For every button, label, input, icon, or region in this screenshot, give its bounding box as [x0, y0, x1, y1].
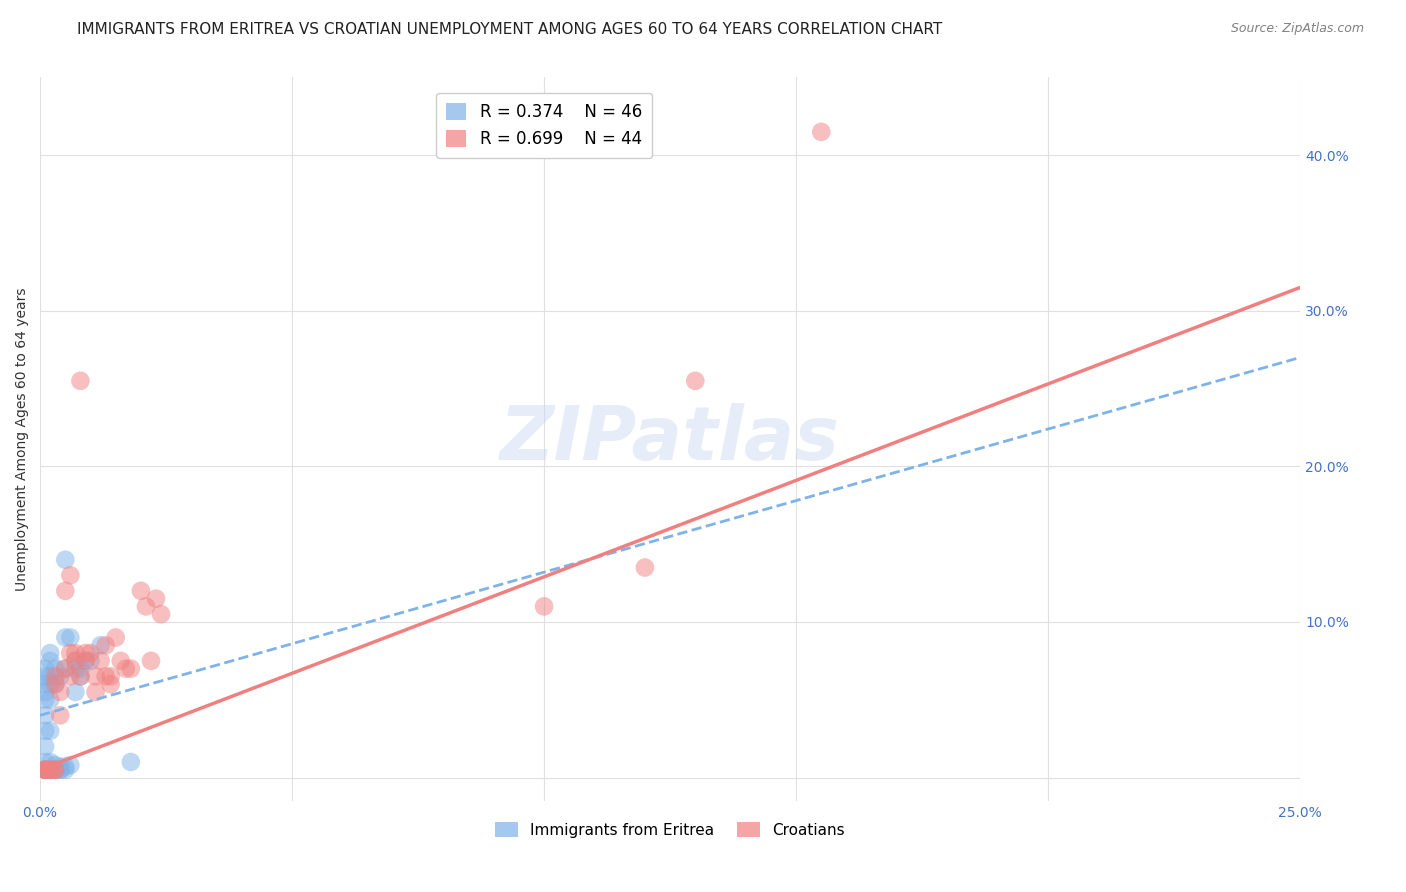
Point [69, 669, 91, 683]
Point [34, 708, 56, 723]
Point [100, 677, 122, 691]
Point [34, 677, 56, 691]
Point [145, 591, 167, 606]
Point [34, 763, 56, 777]
Point [49, 759, 72, 773]
Point [75, 654, 97, 668]
Point [94, 669, 117, 683]
Point [39, 646, 62, 660]
Point [110, 654, 132, 668]
Point [100, 669, 122, 683]
Point [53, 763, 76, 777]
Point [114, 662, 136, 676]
Point [533, 599, 555, 614]
Point [34, 763, 56, 777]
Point [34, 662, 56, 676]
Point [44, 758, 66, 772]
Point [49, 763, 72, 777]
Point [65, 685, 87, 699]
Point [34, 685, 56, 699]
Point [44, 669, 66, 683]
Point [34, 755, 56, 769]
Point [44, 763, 66, 777]
Point [104, 631, 127, 645]
Point [39, 654, 62, 668]
Point [39, 677, 62, 691]
Point [59, 646, 82, 660]
Point [39, 763, 62, 777]
Point [39, 692, 62, 706]
Point [49, 669, 72, 683]
Legend: Immigrants from Eritrea, Croatians: Immigrants from Eritrea, Croatians [489, 815, 851, 844]
Point [39, 763, 62, 777]
Point [44, 763, 66, 777]
Point [120, 662, 142, 676]
Point [49, 763, 72, 777]
Point [139, 654, 162, 668]
Point [49, 708, 72, 723]
Point [59, 631, 82, 645]
Point [53, 553, 76, 567]
Point [685, 374, 707, 388]
Point [65, 662, 87, 676]
Point [44, 763, 66, 777]
Point [53, 759, 76, 773]
Point [34, 763, 56, 777]
Point [44, 662, 66, 676]
Point [53, 583, 76, 598]
Text: Source: ZipAtlas.com: Source: ZipAtlas.com [1230, 22, 1364, 36]
Point [53, 662, 76, 676]
Point [65, 646, 87, 660]
Point [44, 677, 66, 691]
Point [65, 654, 87, 668]
Point [79, 654, 101, 668]
Point [39, 723, 62, 738]
Point [79, 646, 101, 660]
Point [39, 763, 62, 777]
Point [53, 662, 76, 676]
Point [34, 763, 56, 777]
Point [84, 669, 107, 683]
Point [34, 723, 56, 738]
Point [39, 755, 62, 769]
Point [34, 669, 56, 683]
Point [90, 654, 112, 668]
Point [69, 662, 91, 676]
Point [34, 763, 56, 777]
Point [53, 631, 76, 645]
Point [129, 583, 152, 598]
Point [59, 758, 82, 772]
Point [84, 685, 107, 699]
Y-axis label: Unemployment Among Ages 60 to 64 years: Unemployment Among Ages 60 to 64 years [15, 287, 30, 591]
Point [34, 763, 56, 777]
Point [75, 646, 97, 660]
Point [59, 669, 82, 683]
Point [69, 374, 91, 388]
Point [75, 654, 97, 668]
Point [65, 654, 87, 668]
Point [44, 763, 66, 777]
Point [39, 669, 62, 683]
Point [634, 560, 657, 574]
Text: ZIPatlas: ZIPatlas [501, 402, 841, 475]
Point [49, 685, 72, 699]
Point [120, 755, 142, 769]
Point [34, 692, 56, 706]
Point [69, 669, 91, 683]
Point [150, 607, 173, 622]
Point [90, 638, 112, 652]
Point [34, 739, 56, 754]
Text: IMMIGRANTS FROM ERITREA VS CROATIAN UNEMPLOYMENT AMONG AGES 60 TO 64 YEARS CORRE: IMMIGRANTS FROM ERITREA VS CROATIAN UNEM… [77, 22, 942, 37]
Point [810, 125, 832, 139]
Point [59, 568, 82, 582]
Point [39, 763, 62, 777]
Point [135, 599, 157, 614]
Point [94, 638, 117, 652]
Point [44, 677, 66, 691]
